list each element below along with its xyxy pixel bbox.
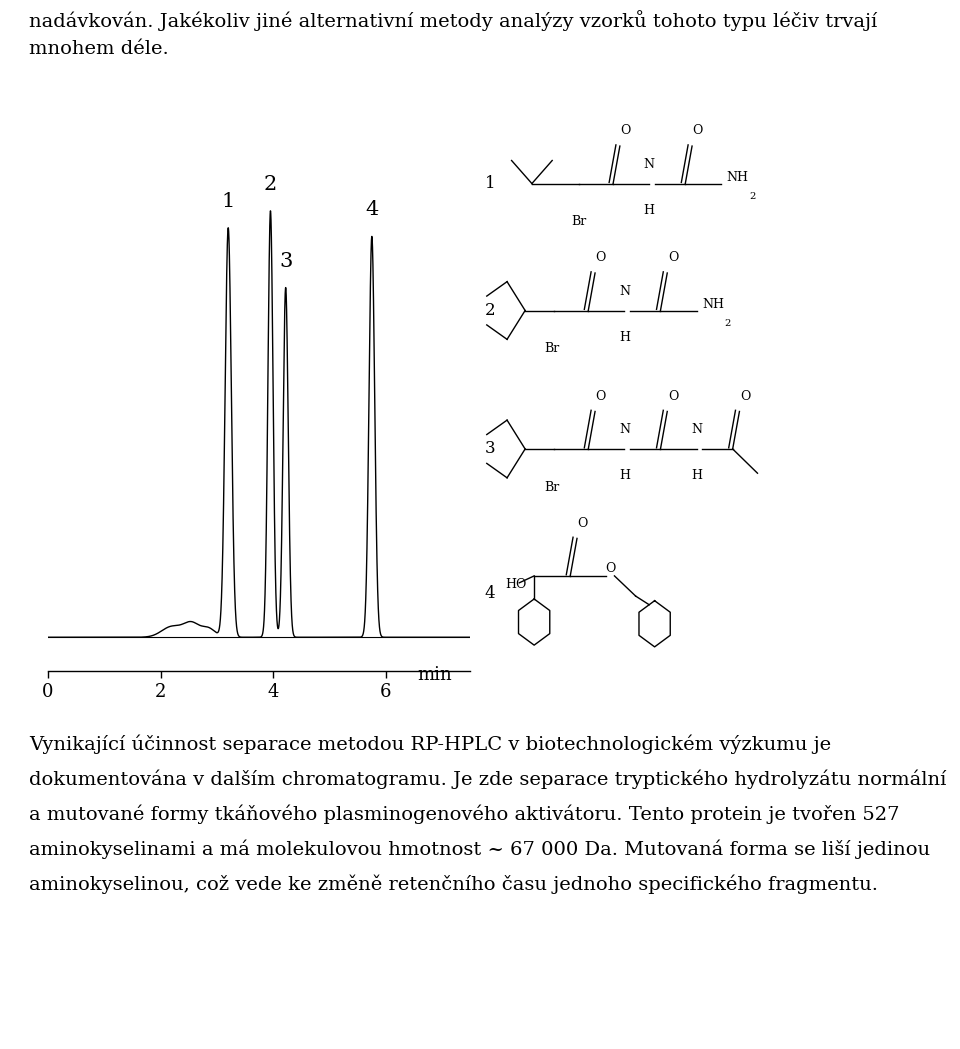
Text: O: O <box>605 562 615 576</box>
Text: NH: NH <box>727 171 749 185</box>
Text: Vynikající účinnost separace metodou RP-HPLC v biotechnologickém výzkumu je
doku: Vynikající účinnost separace metodou RP-… <box>29 734 947 894</box>
Text: N: N <box>619 424 630 436</box>
Text: O: O <box>578 517 588 530</box>
Text: 1: 1 <box>485 175 495 192</box>
Text: nadávkován. Jakékoliv jiné alternativní metody analýzy vzorků tohoto typu léčiv : nadávkován. Jakékoliv jiné alternativní … <box>29 10 877 58</box>
Text: 4: 4 <box>485 584 495 602</box>
Text: O: O <box>668 390 679 403</box>
Text: 2: 2 <box>264 175 277 194</box>
Text: O: O <box>596 252 606 264</box>
Text: min: min <box>417 666 451 684</box>
Text: N: N <box>619 285 630 298</box>
Text: O: O <box>740 390 751 403</box>
Text: HO: HO <box>505 578 526 591</box>
Text: 3: 3 <box>279 252 293 271</box>
Text: NH: NH <box>702 298 724 312</box>
Text: O: O <box>693 125 703 137</box>
Text: H: H <box>619 469 630 483</box>
Text: 1: 1 <box>222 192 235 211</box>
Text: Br: Br <box>571 215 587 229</box>
Text: H: H <box>644 204 655 217</box>
Text: O: O <box>596 390 606 403</box>
Text: 2: 2 <box>485 302 495 319</box>
Text: 4: 4 <box>365 200 378 219</box>
Text: Br: Br <box>544 342 560 356</box>
Text: O: O <box>668 252 679 264</box>
Text: H: H <box>691 469 702 483</box>
Text: Br: Br <box>544 480 560 494</box>
Text: O: O <box>620 125 631 137</box>
Text: N: N <box>691 424 702 436</box>
Text: 2: 2 <box>750 192 756 200</box>
Text: 2: 2 <box>725 319 731 327</box>
Text: 3: 3 <box>485 441 495 457</box>
Text: H: H <box>619 330 630 344</box>
Text: N: N <box>644 158 655 171</box>
